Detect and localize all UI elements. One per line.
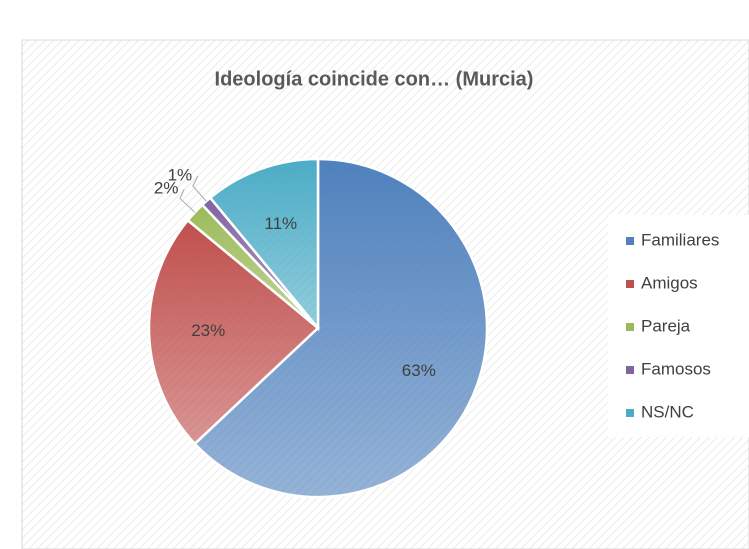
legend-marker [626, 366, 634, 374]
legend-marker [626, 237, 634, 245]
data-label: 1% [168, 165, 193, 184]
pie-slice [147, 218, 320, 446]
chart-title: Ideología coincide con… (Murcia) [215, 68, 534, 90]
legend-label: Famosos [641, 359, 711, 378]
data-label: 2% [154, 179, 179, 198]
legend-marker [626, 323, 634, 331]
legend-label: NS/NC [641, 402, 694, 421]
legend-marker [626, 409, 634, 417]
pie-slice [208, 157, 320, 332]
pie-slice [193, 157, 489, 499]
leader-line [192, 175, 207, 202]
leader-line [179, 188, 196, 213]
legend-label: Familiares [641, 230, 719, 249]
data-label: 11% [264, 214, 297, 233]
legend-label: Pareja [641, 316, 691, 335]
data-label: 23% [191, 321, 225, 340]
legend-marker [626, 280, 634, 288]
data-label: 63% [402, 361, 436, 380]
legend-label: Amigos [641, 273, 698, 292]
